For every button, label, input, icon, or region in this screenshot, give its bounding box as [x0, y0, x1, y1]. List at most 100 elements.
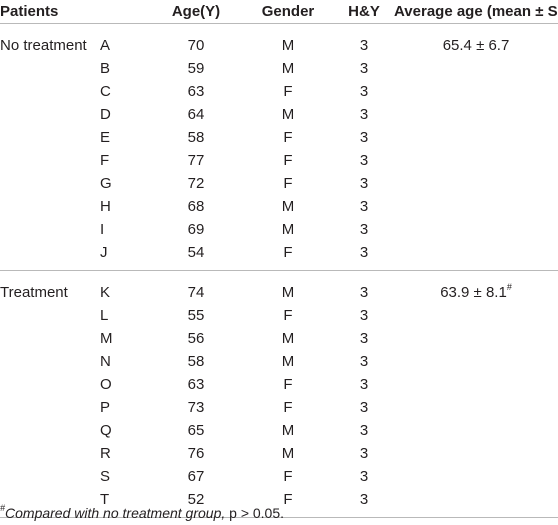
patient-age: 56 — [187, 330, 205, 347]
group-label — [0, 218, 100, 241]
table-body: No treatment A 70 M 3 65.4 ± 6.7 B 59 M 3 C 63 F 3 D 64… — [0, 24, 558, 518]
group-label: Treatment — [0, 284, 68, 301]
group-average-age — [394, 172, 558, 195]
footnote-mark: # — [0, 503, 6, 514]
patient-gender: F — [283, 376, 293, 393]
patient-id: G — [100, 175, 112, 192]
patient-id: P — [100, 399, 111, 416]
average-footnote-mark: # — [506, 282, 512, 292]
patient-id: K — [100, 284, 111, 301]
group-average-age — [394, 350, 558, 373]
table-row: D 64 M 3 — [0, 103, 558, 126]
patient-hy: 3 — [359, 152, 369, 169]
table-row: B 59 M 3 — [0, 57, 558, 80]
patient-age: 76 — [187, 445, 205, 462]
header-row: Patients Age(Y) Gender H&Y Average age (… — [0, 0, 558, 24]
patient-age: 55 — [187, 307, 205, 324]
patient-id: F — [100, 152, 110, 169]
patient-hy: 3 — [359, 445, 369, 462]
patient-hy: 3 — [359, 244, 369, 261]
average-value: 65.4 ± 6.7 — [442, 37, 510, 54]
patient-hy: 3 — [359, 353, 369, 370]
patient-hy: 3 — [359, 491, 369, 508]
table-row: O 63 F 3 — [0, 373, 558, 396]
header-patients: Patients — [0, 3, 59, 20]
patient-gender: M — [281, 198, 295, 215]
patient-age: 64 — [187, 106, 205, 123]
table-row: F 77 F 3 — [0, 149, 558, 172]
group-average-age — [394, 373, 558, 396]
group-label — [0, 80, 100, 103]
patient-gender: F — [283, 468, 293, 485]
patient-id: A — [100, 37, 111, 54]
group-average-age — [394, 218, 558, 241]
patient-gender: F — [283, 244, 293, 261]
patient-id: I — [100, 221, 105, 238]
group-label — [0, 126, 100, 149]
patient-hy: 3 — [359, 399, 369, 416]
patient-age: 58 — [187, 353, 205, 370]
table-row: S 67 F 3 — [0, 465, 558, 488]
patient-gender: M — [281, 221, 295, 238]
group-average-age: 65.4 ± 6.7 — [394, 24, 558, 58]
patient-gender: M — [281, 60, 295, 77]
patient-hy: 3 — [359, 106, 369, 123]
patient-age: 67 — [187, 468, 205, 485]
patient-gender: M — [281, 353, 295, 370]
header-hy: H&Y — [348, 3, 380, 20]
patient-gender: F — [283, 83, 293, 100]
group-average-age — [394, 241, 558, 271]
patient-gender: M — [281, 284, 295, 301]
header-average-age: Average age (mean ± SD) — [394, 3, 558, 20]
patient-gender: M — [281, 330, 295, 347]
patient-id: H — [100, 198, 111, 215]
group-label — [0, 350, 100, 373]
table-row: N 58 M 3 — [0, 350, 558, 373]
group-average-age — [394, 103, 558, 126]
patient-age: 59 — [187, 60, 205, 77]
group-label — [0, 465, 100, 488]
patient-age: 63 — [187, 376, 205, 393]
table-row: No treatment A 70 M 3 65.4 ± 6.7 — [0, 24, 558, 58]
patient-id: B — [100, 60, 111, 77]
patient-hy: 3 — [359, 175, 369, 192]
patient-age: 77 — [187, 152, 205, 169]
table-row: C 63 F 3 — [0, 80, 558, 103]
patient-hy: 3 — [359, 422, 369, 439]
group-label — [0, 373, 100, 396]
patient-id: Q — [100, 422, 112, 439]
patient-gender: M — [281, 106, 295, 123]
patient-id: M — [100, 330, 113, 347]
patient-gender: M — [281, 445, 295, 462]
header-age: Age(Y) — [171, 3, 221, 20]
patient-hy: 3 — [359, 307, 369, 324]
patient-age: 58 — [187, 129, 205, 146]
table-row: T 52 F 3 — [0, 488, 558, 518]
group-label — [0, 57, 100, 80]
table-row: L 55 F 3 — [0, 304, 558, 327]
patient-gender: M — [281, 37, 295, 54]
group-label — [0, 149, 100, 172]
group-label — [0, 241, 100, 271]
patient-age: 52 — [187, 491, 205, 508]
patient-hy: 3 — [359, 468, 369, 485]
footnote-p-value: p > 0.05. — [229, 505, 285, 521]
group-average-age — [394, 195, 558, 218]
group-average-age — [394, 419, 558, 442]
patient-id: E — [100, 129, 111, 146]
group-average-age — [394, 488, 558, 518]
table-row: I 69 M 3 — [0, 218, 558, 241]
table-row: H 68 M 3 — [0, 195, 558, 218]
patient-hy: 3 — [359, 284, 369, 301]
patient-age: 54 — [187, 244, 205, 261]
group-label — [0, 195, 100, 218]
group-average-age — [394, 126, 558, 149]
group-average-age — [394, 304, 558, 327]
group-label — [0, 419, 100, 442]
patient-age: 72 — [187, 175, 205, 192]
patient-gender: F — [283, 175, 293, 192]
patient-id: N — [100, 353, 111, 370]
group-average-age — [394, 442, 558, 465]
group-average-age — [394, 465, 558, 488]
